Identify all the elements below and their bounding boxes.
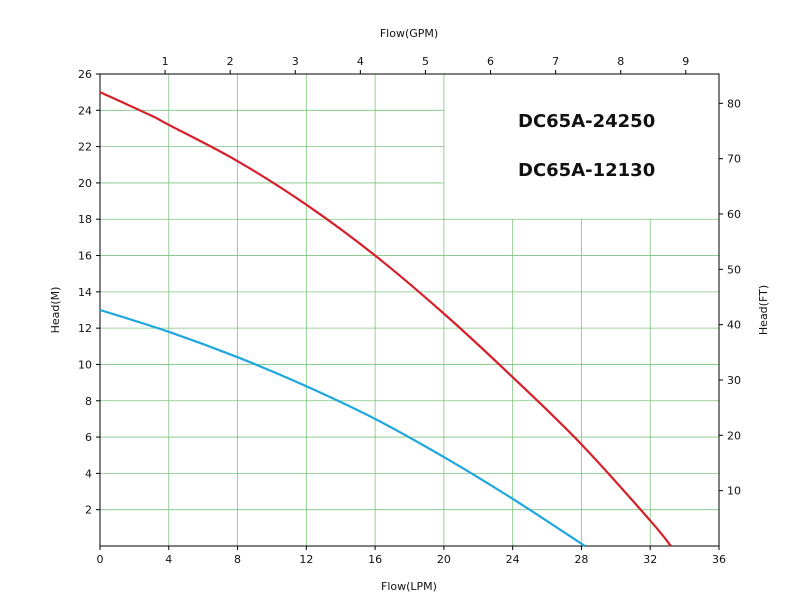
x-top-tick-label: 1: [162, 55, 169, 68]
y-right-tick-label: 10: [727, 485, 741, 498]
x-bottom-tick-label: 36: [712, 553, 726, 566]
x-bottom-tick-label: 0: [97, 553, 104, 566]
y-right-tick-label: 30: [727, 374, 741, 387]
y-right-tick-label: 60: [727, 208, 741, 221]
y-left-tick-label: 2: [85, 504, 92, 517]
y-right-tick-label: 50: [727, 263, 741, 276]
x-bottom-tick-label: 32: [643, 553, 657, 566]
axis-ticks: 0 4 8 12 16 20 24 28 32 361 2 3 4 5 6 7 8 924681012141618…: [78, 55, 741, 566]
x-top-tick-label: 6: [487, 55, 494, 68]
x-top-tick-label: 3: [292, 55, 299, 68]
y-left-tick-label: 22: [78, 141, 92, 154]
x-bottom-tick-label: 4: [165, 553, 172, 566]
y-right-tick-label: 80: [727, 97, 741, 110]
x-bottom-tick-label: 12: [299, 553, 313, 566]
y-left-tick-label: 20: [78, 177, 92, 190]
x-bottom-tick-label: 16: [368, 553, 382, 566]
x-top-axis-title: Flow(GPM): [380, 27, 438, 40]
y-left-tick-label: 6: [85, 431, 92, 444]
x-bottom-axis-title: Flow(LPM): [381, 580, 437, 593]
x-top-tick-label: 9: [682, 55, 689, 68]
x-bottom-tick-label: 28: [574, 553, 588, 566]
x-bottom-tick-label: 8: [234, 553, 241, 566]
legend-background: [444, 75, 718, 219]
legend-entry-dc65a-12130: DC65A-12130: [518, 160, 655, 181]
y-right-tick-label: 40: [727, 319, 741, 332]
y-right-axis-title: Head(FT): [757, 285, 770, 335]
x-bottom-tick-label: 20: [437, 553, 451, 566]
legend-entry-dc65a-24250: DC65A-24250: [518, 111, 655, 132]
data-series: [99, 91, 672, 547]
x-bottom-tick-label: 24: [506, 553, 520, 566]
y-left-tick-label: 24: [78, 104, 92, 117]
y-left-tick-label: 8: [85, 395, 92, 408]
y-left-axis-title: Head(M): [49, 287, 62, 334]
y-left-tick-label: 14: [78, 286, 92, 299]
x-top-tick-label: 7: [552, 55, 559, 68]
y-left-tick-label: 26: [78, 68, 92, 81]
y-right-tick-label: 20: [727, 429, 741, 442]
x-top-tick-label: 4: [357, 55, 364, 68]
y-right-tick-label: 70: [727, 153, 741, 166]
series-line-dc65a-24250: [99, 91, 672, 547]
y-left-tick-label: 10: [78, 358, 92, 371]
y-left-tick-label: 4: [85, 467, 92, 480]
x-top-tick-label: 8: [617, 55, 624, 68]
y-left-tick-label: 12: [78, 322, 92, 335]
series-line-dc65a-12130: [99, 308, 586, 547]
y-left-tick-label: 18: [78, 213, 92, 226]
y-left-tick-label: 16: [78, 250, 92, 263]
x-top-tick-label: 2: [227, 55, 234, 68]
x-top-tick-label: 5: [422, 55, 429, 68]
